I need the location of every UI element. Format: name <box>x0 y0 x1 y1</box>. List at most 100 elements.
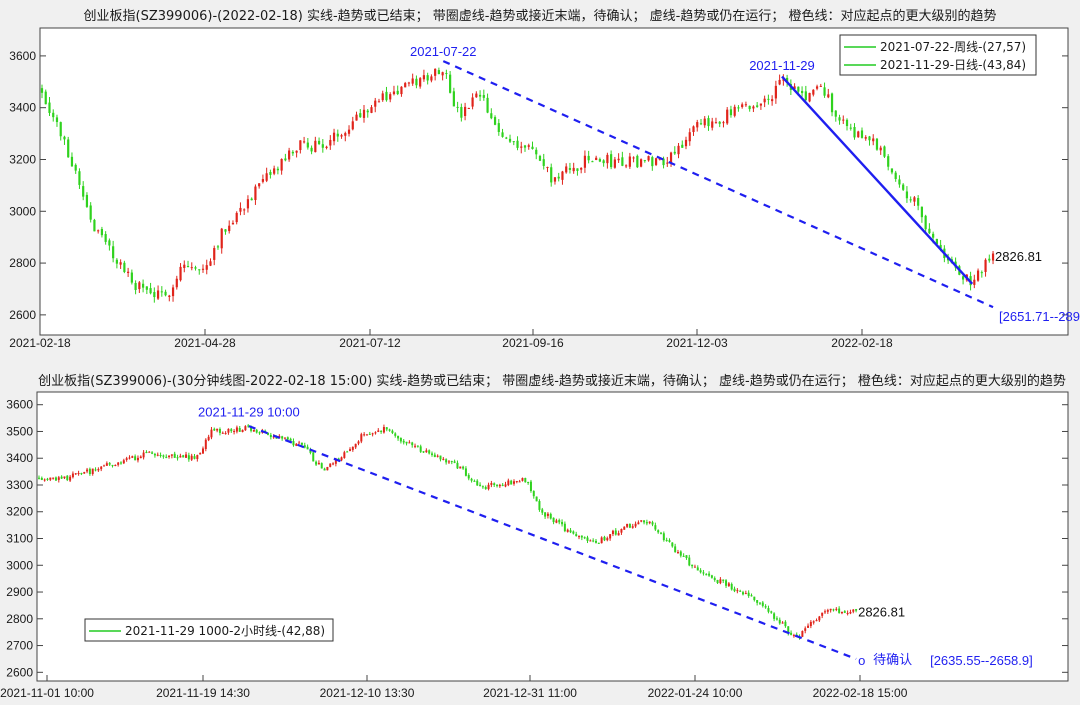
daily-candle-body <box>179 266 182 281</box>
intraday-annotations: 2021-11-29 10:00 2826.81 o 待确认 [2635.55--265… <box>198 405 1033 668</box>
intraday-candle-body <box>696 567 699 571</box>
daily-candle-body <box>145 286 148 290</box>
daily-candle-body <box>280 159 283 171</box>
daily-candle-body <box>688 132 691 142</box>
intraday-candle-body <box>349 449 352 451</box>
daily-candle-body <box>610 154 613 168</box>
daily-candle-body <box>295 150 298 153</box>
intraday-candle-body <box>131 456 134 458</box>
intraday-candle-body <box>377 430 380 432</box>
daily-candle-body <box>647 156 650 161</box>
daily-candle-body <box>812 89 815 95</box>
daily-candle-body <box>845 119 849 127</box>
intraday-candle-body <box>283 437 286 439</box>
intraday-candle-body <box>713 578 716 581</box>
daily-candle-body <box>366 110 369 113</box>
intraday-candle-body <box>662 533 665 541</box>
intraday-candle-body <box>628 524 631 528</box>
daily-candle-body <box>201 268 205 270</box>
intraday-candle-body <box>535 496 538 502</box>
intraday-candle-body <box>176 457 179 459</box>
daily-candle-body <box>684 139 688 147</box>
intraday-y-tick-label: 2800 <box>6 612 33 626</box>
daily-candle-body <box>890 168 894 173</box>
daily-legend-box <box>839 34 1037 76</box>
intraday-candle-body <box>179 455 182 458</box>
daily-candle-body <box>156 290 160 299</box>
intraday-candle-body <box>580 535 583 538</box>
intraday-candle-body <box>708 573 711 576</box>
daily-candle-body <box>44 91 47 105</box>
intraday-candle-body <box>515 481 518 483</box>
intraday-candle-body <box>450 461 453 463</box>
daily-candle-body <box>830 93 834 113</box>
daily-candle-body <box>127 271 130 273</box>
daily-candles <box>40 67 995 303</box>
intraday-candle-body <box>710 575 713 578</box>
intraday-candle-body <box>623 526 626 530</box>
intraday-candle-body <box>244 426 247 431</box>
intraday-candle-body <box>824 611 827 613</box>
daily-candle-body <box>216 246 220 248</box>
daily-candle-body <box>568 168 572 170</box>
daily-candle-body <box>478 94 482 97</box>
intraday-candle-body <box>422 451 425 453</box>
intraday-candle-body <box>162 455 165 457</box>
daily-candle-body <box>628 156 631 167</box>
intraday-candle-body <box>431 453 434 455</box>
daily-candle-body <box>422 75 426 80</box>
intraday-candle-body <box>481 486 484 488</box>
daily-candle-body <box>602 160 605 164</box>
intraday-candle-body <box>250 426 253 431</box>
daily-candle-body <box>748 105 751 110</box>
intraday-candle-body <box>719 579 722 584</box>
daily-candle-body <box>905 191 909 199</box>
daily-candle-body <box>733 106 736 116</box>
daily-candle-body <box>48 102 51 113</box>
daily-candle-body <box>190 267 193 269</box>
intraday-candle-body <box>459 466 462 469</box>
intraday-candle-body <box>207 436 210 441</box>
intraday-candle-body <box>546 513 549 516</box>
daily-candle-body <box>254 186 257 201</box>
intraday-candle-body <box>100 466 103 470</box>
intraday-candle-body <box>134 456 137 461</box>
daily-candle-body <box>808 92 811 102</box>
intraday-y-tick-label: 2700 <box>6 639 33 653</box>
daily-candle-body <box>175 278 178 288</box>
daily-candle-body <box>288 150 291 160</box>
daily-candle-body <box>666 162 669 164</box>
daily-candle-body <box>838 117 841 121</box>
daily-candle-body <box>984 259 987 272</box>
intraday-candle-body <box>63 476 66 479</box>
intraday-candle-body <box>722 579 725 581</box>
daily-legend-label: 2021-07-22-周线-(27,57) <box>880 40 1026 54</box>
daily-y-tick-label: 3000 <box>9 204 36 218</box>
intraday-candle-body <box>394 433 397 436</box>
intraday-candle-body <box>586 537 589 541</box>
daily-candle-body <box>52 112 55 118</box>
intraday-candle-body <box>501 484 504 486</box>
intraday-candle-body <box>74 473 77 475</box>
intraday-candle-body <box>320 463 323 469</box>
daily-candle-body <box>527 145 530 147</box>
daily-candle-body <box>572 167 575 172</box>
daily-candle-body <box>471 97 474 107</box>
intraday-candle-body <box>238 428 241 432</box>
daily-candle-body <box>243 209 246 211</box>
daily-candle-body <box>209 261 212 266</box>
daily-candle-body <box>460 107 463 118</box>
daily-candle-body <box>976 270 980 281</box>
daily-candle-body <box>815 86 819 89</box>
intraday-candle-body <box>346 451 349 453</box>
intraday-candle-body <box>473 480 476 482</box>
intraday-candle-body <box>702 572 705 574</box>
daily-candle-body <box>917 198 920 206</box>
intraday-candle-body <box>631 526 634 528</box>
intraday-candle-body <box>555 520 558 523</box>
intraday-trend-lines <box>248 425 857 660</box>
intraday-candle-body <box>507 480 510 486</box>
intraday-candle-body <box>818 616 821 621</box>
daily-candle-body <box>359 113 362 118</box>
intraday-candle-body <box>609 534 612 539</box>
